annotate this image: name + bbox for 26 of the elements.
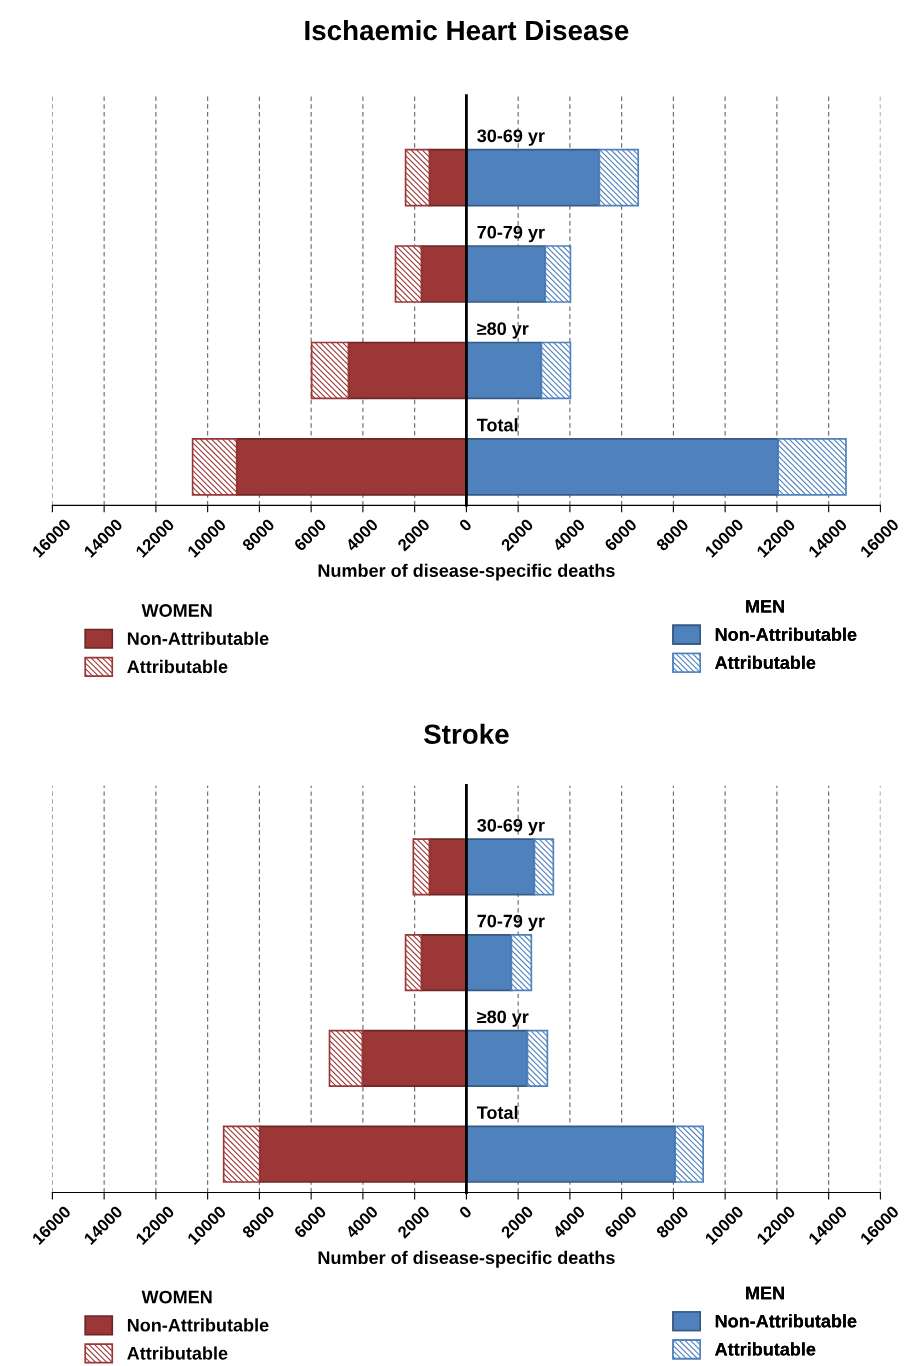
legend-label: Non-Attributable [715, 1314, 857, 1328]
legend-label: Attributable [127, 659, 228, 674]
x-tick-label: 0 [458, 518, 473, 532]
y-tick-label: ≥80 yr [477, 322, 529, 339]
chart-title: Stroke [423, 723, 509, 745]
text: WOMEN [141, 1290, 212, 1304]
legend-label: Attributable [715, 655, 816, 670]
legend-label: Non-Attributable [127, 631, 269, 646]
y-tick-label: Total [476, 1105, 518, 1120]
y-tick-label: ≥80 yr [477, 1010, 529, 1027]
y-tick-label: 30-69 yr [477, 818, 545, 836]
legend-label: Non-Attributable [127, 1318, 269, 1332]
y-tick-label: 30-69 yr [477, 129, 545, 146]
legend-label: Attributable [715, 1342, 816, 1356]
text: MEN [746, 1286, 784, 1300]
chart-title: Ischaemic Heart Disease [305, 19, 629, 41]
x-tick-label: 0 [458, 1205, 473, 1220]
legend-label: Attributable [127, 1346, 228, 1360]
text: WOMEN [141, 604, 212, 617]
y-tick-label: 70-79 yr [477, 914, 545, 932]
x-axis-title: Number of disease-specific deaths [318, 563, 615, 581]
x-axis-title: Number of disease-specific deaths [318, 1250, 615, 1268]
text: MEN [746, 600, 784, 613]
legend-label: Non-Attributable [715, 627, 857, 641]
y-tick-label: 70-79 yr [477, 225, 545, 243]
y-tick-label: Total [476, 418, 518, 432]
